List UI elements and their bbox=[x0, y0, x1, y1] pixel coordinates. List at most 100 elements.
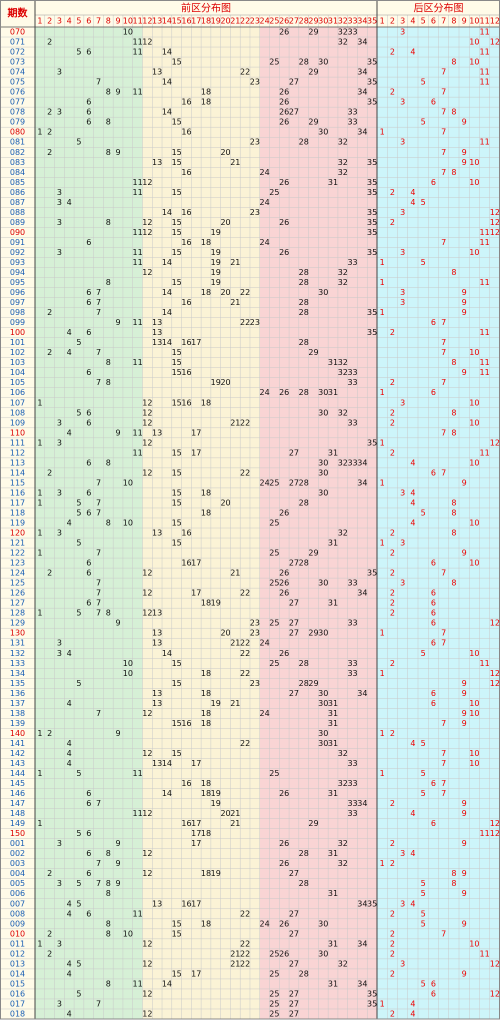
back-number: 10 bbox=[469, 158, 479, 167]
back-number: 10 bbox=[469, 348, 479, 357]
back-number: 4 bbox=[410, 198, 415, 207]
front-number: 20 bbox=[220, 498, 230, 507]
back-number: 6 bbox=[431, 819, 436, 828]
front-number: 19 bbox=[211, 789, 221, 798]
front-number: 12 bbox=[142, 869, 152, 878]
back-number: 11 bbox=[480, 659, 490, 668]
front-number: 7 bbox=[96, 308, 101, 317]
front-number: 11 bbox=[133, 909, 143, 918]
front-number: 33 bbox=[347, 118, 357, 127]
front-number: 24 bbox=[260, 198, 270, 207]
front-number: 14 bbox=[162, 308, 172, 317]
front-number: 12 bbox=[142, 38, 152, 47]
front-number: 20 bbox=[220, 218, 230, 227]
front-number: 16 bbox=[181, 238, 191, 247]
period: 101 bbox=[10, 338, 25, 347]
back-number: 12 bbox=[490, 38, 500, 47]
back-number: 10 bbox=[469, 418, 479, 427]
front-column-label: 3 bbox=[57, 17, 62, 26]
back-number: 3 bbox=[400, 539, 405, 548]
front-number: 24 bbox=[260, 639, 270, 648]
front-number: 17 bbox=[191, 338, 201, 347]
back-number: 12 bbox=[490, 438, 500, 447]
front-number: 28 bbox=[299, 498, 309, 507]
front-number: 31 bbox=[328, 709, 338, 718]
front-number: 5 bbox=[76, 879, 81, 888]
front-number: 1 bbox=[37, 488, 42, 497]
period: 012 bbox=[10, 949, 25, 958]
front-number: 15 bbox=[172, 539, 182, 548]
front-number: 22 bbox=[240, 318, 250, 327]
period: 147 bbox=[10, 799, 25, 808]
front-number: 11 bbox=[133, 228, 143, 237]
back-number: 9 bbox=[462, 919, 467, 928]
back-number: 3 bbox=[400, 959, 405, 968]
front-number: 30 bbox=[318, 579, 328, 588]
front-number: 32 bbox=[338, 38, 348, 47]
front-number: 15 bbox=[172, 348, 182, 357]
front-number: 8 bbox=[106, 458, 111, 467]
front-number: 34 bbox=[357, 128, 367, 137]
front-number: 6 bbox=[86, 48, 91, 57]
back-number: 2 bbox=[390, 328, 395, 337]
front-number: 3 bbox=[57, 248, 62, 257]
front-number: 12 bbox=[142, 959, 152, 968]
front-number: 13 bbox=[152, 68, 162, 77]
front-number: 7 bbox=[96, 599, 101, 608]
front-number: 9 bbox=[116, 859, 121, 868]
front-column-label: 24 bbox=[260, 17, 270, 26]
front-number: 21 bbox=[230, 298, 240, 307]
period: 075 bbox=[10, 78, 25, 87]
front-number: 33 bbox=[347, 799, 357, 808]
back-number: 3 bbox=[400, 28, 405, 37]
front-number: 6 bbox=[86, 118, 91, 127]
back-number: 8 bbox=[451, 408, 456, 417]
period: 139 bbox=[10, 719, 25, 728]
front-number: 8 bbox=[106, 929, 111, 938]
front-number: 12 bbox=[142, 939, 152, 948]
front-number: 30 bbox=[318, 488, 328, 497]
front-number: 35 bbox=[367, 188, 377, 197]
back-number: 3 bbox=[400, 579, 405, 588]
back-number: 2 bbox=[390, 418, 395, 427]
front-number: 18 bbox=[201, 719, 211, 728]
front-number: 5 bbox=[76, 508, 81, 517]
front-column-label: 28 bbox=[299, 17, 309, 26]
back-number: 1 bbox=[380, 258, 385, 267]
front-number: 30 bbox=[318, 408, 328, 417]
front-number: 24 bbox=[260, 238, 270, 247]
front-number: 6 bbox=[86, 108, 91, 117]
front-number: 20 bbox=[220, 629, 230, 638]
front-number: 8 bbox=[106, 979, 111, 988]
back-number: 4 bbox=[410, 849, 415, 858]
front-number: 4 bbox=[67, 519, 72, 528]
front-column-label: 13 bbox=[152, 17, 162, 26]
period: 114 bbox=[10, 468, 25, 477]
front-number: 35 bbox=[367, 98, 377, 107]
back-number: 3 bbox=[400, 288, 405, 297]
back-number: 6 bbox=[431, 779, 436, 788]
front-number: 33 bbox=[347, 619, 357, 628]
front-number: 13 bbox=[152, 699, 162, 708]
front-number: 35 bbox=[367, 569, 377, 578]
back-number: 7 bbox=[441, 428, 446, 437]
period: 115 bbox=[10, 478, 25, 487]
front-number: 28 bbox=[299, 298, 309, 307]
front-number: 12 bbox=[142, 849, 152, 858]
front-number: 19 bbox=[211, 268, 221, 277]
back-number: 10 bbox=[469, 458, 479, 467]
back-number: 7 bbox=[441, 759, 446, 768]
front-number: 2 bbox=[47, 148, 52, 157]
back-column-label: 2 bbox=[390, 17, 395, 26]
front-number: 30 bbox=[318, 949, 328, 958]
front-column-label: 29 bbox=[308, 17, 318, 26]
period: 108 bbox=[10, 408, 25, 417]
front-number: 12 bbox=[142, 809, 152, 818]
back-number: 6 bbox=[431, 689, 436, 698]
front-number: 21 bbox=[230, 418, 240, 427]
back-number: 2 bbox=[390, 859, 395, 868]
period: 002 bbox=[10, 849, 25, 858]
back-column-label: 9 bbox=[462, 17, 467, 26]
back-number: 7 bbox=[441, 789, 446, 798]
back-number: 5 bbox=[421, 889, 426, 898]
